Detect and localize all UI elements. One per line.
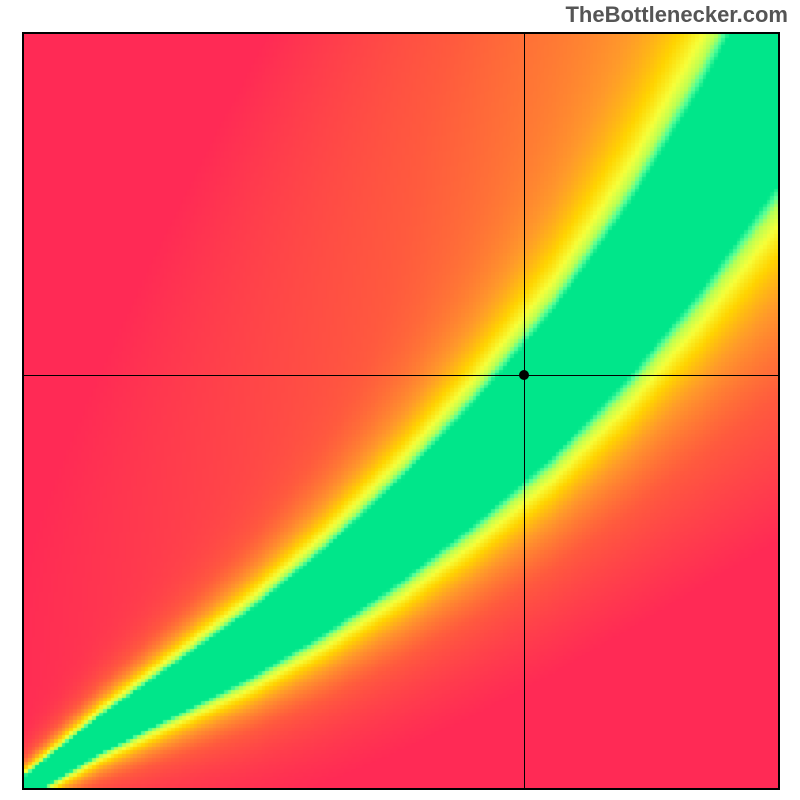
- heatmap-plot: [22, 32, 780, 790]
- watermark-text: TheBottlenecker.com: [565, 2, 788, 28]
- crosshair-vertical: [524, 34, 525, 788]
- heatmap-canvas: [24, 34, 778, 788]
- data-point-marker: [519, 370, 529, 380]
- crosshair-horizontal: [24, 375, 778, 376]
